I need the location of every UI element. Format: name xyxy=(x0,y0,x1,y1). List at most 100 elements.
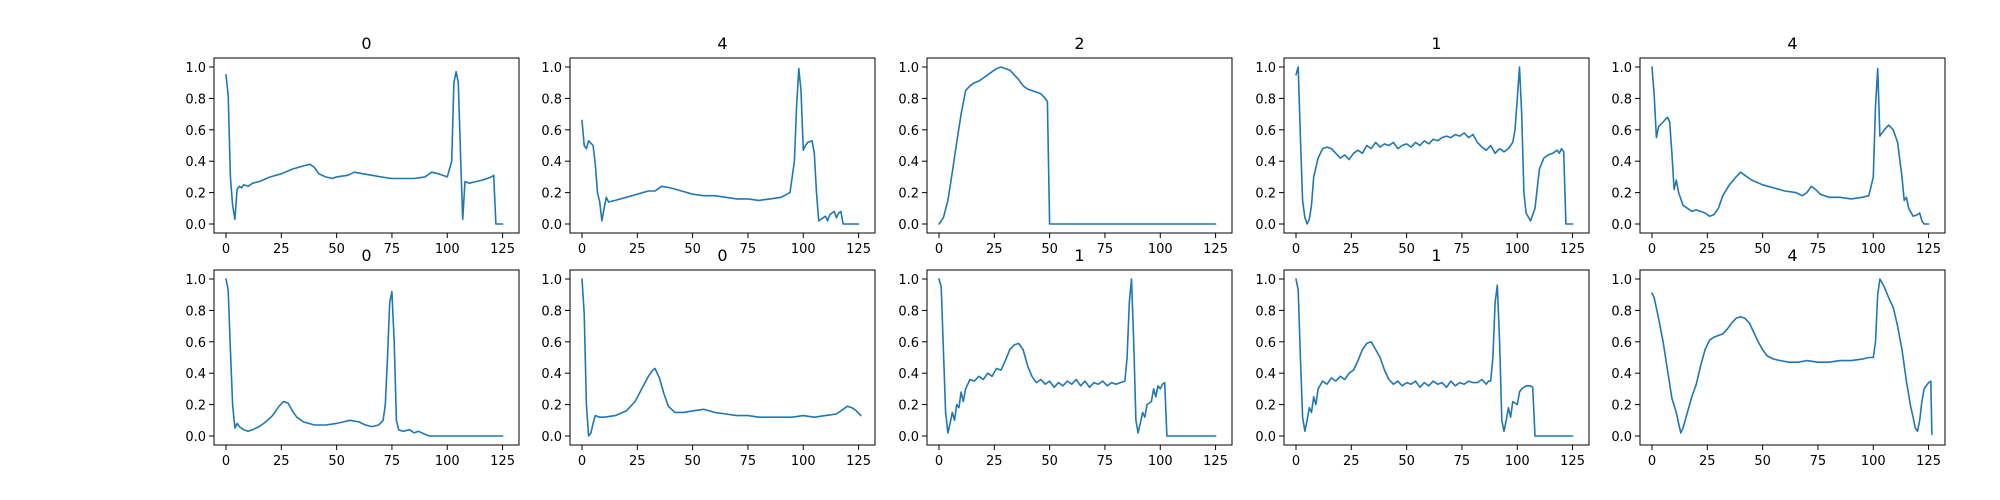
x-tick-label: 125 xyxy=(1203,454,1228,469)
x-tick-label: 25 xyxy=(1699,454,1716,469)
x-tick-label: 0 xyxy=(222,242,230,257)
y-tick-label: 0.0 xyxy=(1611,430,1632,445)
x-tick-label: 0 xyxy=(1648,454,1656,469)
x-tick-label: 0 xyxy=(578,454,586,469)
axes-frame xyxy=(1283,57,1590,234)
y-tick-label: 0.2 xyxy=(898,187,919,202)
x-tick-label: 50 xyxy=(1398,454,1415,469)
subplot-title: 2 xyxy=(1074,34,1084,53)
y-tick-label: 0.6 xyxy=(1255,124,1276,139)
x-tick-label: 75 xyxy=(740,454,757,469)
y-tick-label: 1.0 xyxy=(898,273,919,288)
y-tick-label: 0.8 xyxy=(1255,92,1276,107)
y-tick-label: 0.2 xyxy=(1611,399,1632,414)
axes-frame xyxy=(926,269,1233,446)
x-tick-label: 100 xyxy=(791,242,816,257)
x-tick-label: 0 xyxy=(935,242,943,257)
y-tick-label: 0.0 xyxy=(898,218,919,233)
x-tick-label: 0 xyxy=(935,454,943,469)
subplot-title: 1 xyxy=(1431,246,1441,265)
x-tick-label: 100 xyxy=(1505,242,1530,257)
y-tick-label: 0.8 xyxy=(1611,304,1632,319)
x-tick-label: 100 xyxy=(1861,454,1886,469)
x-tick-label: 25 xyxy=(1343,454,1360,469)
y-tick-label: 0.4 xyxy=(898,367,919,382)
subplot-title: 0 xyxy=(717,246,727,265)
y-tick-label: 0.0 xyxy=(1255,218,1276,233)
y-tick-label: 1.0 xyxy=(898,61,919,76)
subplot-5: 0 0 25 50 75 100 125 0.0 0.2 0.4 0.6 0.8 1.0 xyxy=(185,246,520,469)
subplot-0: 0 0 25 50 75 100 125 0.0 0.2 0.4 0.6 0.8 1.0 xyxy=(185,34,520,257)
x-tick-label: 125 xyxy=(490,242,515,257)
x-tick-label: 0 xyxy=(1292,242,1300,257)
x-tick-label: 25 xyxy=(986,242,1003,257)
series-line-0 xyxy=(225,70,504,225)
y-tick-label: 0.2 xyxy=(1255,187,1276,202)
y-tick-label: 1.0 xyxy=(1611,61,1632,76)
x-tick-label: 125 xyxy=(846,242,871,257)
series-line-0 xyxy=(1295,278,1574,437)
subplot-title: 4 xyxy=(1787,34,1797,53)
x-tick-label: 75 xyxy=(1810,242,1827,257)
x-tick-label: 100 xyxy=(435,454,460,469)
y-tick-label: 1.0 xyxy=(185,273,206,288)
x-tick-label: 100 xyxy=(1861,242,1886,257)
x-tick-label: 0 xyxy=(578,242,586,257)
y-tick-label: 0.0 xyxy=(541,430,562,445)
y-tick-label: 0.4 xyxy=(185,155,206,170)
x-tick-label: 50 xyxy=(328,454,345,469)
subplot-title: 0 xyxy=(361,34,371,53)
x-tick-label: 50 xyxy=(684,242,701,257)
y-tick-label: 1.0 xyxy=(185,61,206,76)
y-tick-label: 0.4 xyxy=(185,367,206,382)
x-tick-label: 100 xyxy=(1148,454,1173,469)
x-tick-label: 125 xyxy=(1916,242,1941,257)
y-tick-label: 0.4 xyxy=(541,367,562,382)
y-tick-label: 0.6 xyxy=(1611,336,1632,351)
axes-frame xyxy=(569,57,876,234)
x-tick-label: 75 xyxy=(1097,242,1114,257)
series-line-0 xyxy=(1651,66,1930,225)
x-tick-label: 75 xyxy=(1454,454,1471,469)
axes-frame xyxy=(213,269,520,446)
x-tick-label: 75 xyxy=(384,454,401,469)
y-tick-label: 0.2 xyxy=(541,187,562,202)
x-tick-label: 125 xyxy=(490,454,515,469)
x-tick-label: 50 xyxy=(1041,242,1058,257)
x-tick-label: 25 xyxy=(1699,242,1716,257)
y-tick-label: 0.0 xyxy=(1611,218,1632,233)
y-tick-label: 0.0 xyxy=(541,218,562,233)
x-tick-label: 125 xyxy=(1916,454,1941,469)
y-tick-label: 1.0 xyxy=(541,273,562,288)
y-tick-label: 1.0 xyxy=(1255,273,1276,288)
y-tick-label: 0.0 xyxy=(185,218,206,233)
y-tick-label: 0.8 xyxy=(898,92,919,107)
series-line-0 xyxy=(938,66,1217,225)
axes-frame xyxy=(213,57,520,234)
subplot-7: 1 0 25 50 75 100 125 0.0 0.2 0.4 0.6 0.8 1.0 xyxy=(898,246,1233,469)
y-tick-label: 0.4 xyxy=(1255,155,1276,170)
x-tick-label: 25 xyxy=(1343,242,1360,257)
subplot-title: 0 xyxy=(361,246,371,265)
x-tick-label: 50 xyxy=(328,242,345,257)
y-tick-label: 0.8 xyxy=(541,92,562,107)
y-tick-label: 0.2 xyxy=(1611,187,1632,202)
x-tick-label: 25 xyxy=(273,242,290,257)
y-tick-label: 0.4 xyxy=(1611,367,1632,382)
axes-frame xyxy=(926,57,1233,234)
y-tick-label: 0.0 xyxy=(898,430,919,445)
subplot-3: 1 0 25 50 75 100 125 0.0 0.2 0.4 0.6 0.8 1.0 xyxy=(1255,34,1590,257)
y-tick-label: 0.6 xyxy=(898,124,919,139)
x-tick-label: 0 xyxy=(222,454,230,469)
subplot-1: 4 0 25 50 75 100 125 0.0 0.2 0.4 0.6 0.8 1.0 xyxy=(541,34,876,257)
y-tick-label: 1.0 xyxy=(1255,61,1276,76)
x-tick-label: 50 xyxy=(1041,454,1058,469)
x-tick-label: 50 xyxy=(1754,242,1771,257)
series-line-0 xyxy=(1651,278,1933,436)
y-tick-label: 0.8 xyxy=(185,92,206,107)
x-tick-label: 0 xyxy=(1648,242,1656,257)
x-tick-label: 75 xyxy=(740,242,757,257)
y-tick-label: 0.8 xyxy=(1255,304,1276,319)
subplot-4: 4 0 25 50 75 100 125 0.0 0.2 0.4 0.6 0.8 1.0 xyxy=(1611,34,1946,257)
